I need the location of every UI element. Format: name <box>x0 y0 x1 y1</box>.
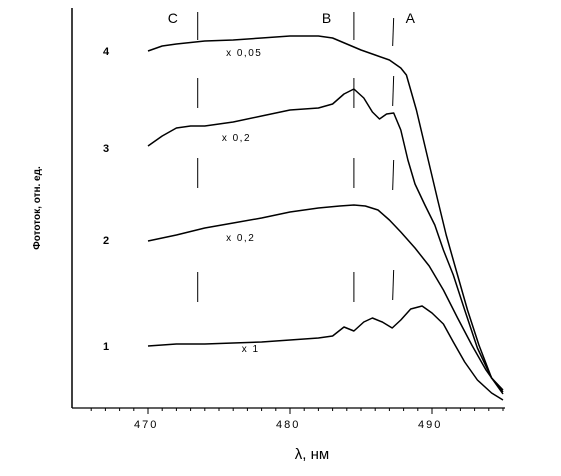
curve-number-4: 4 <box>103 46 110 58</box>
marker-line-A <box>392 159 395 191</box>
x-tick-label: 490 <box>418 419 442 431</box>
marker-label-C: C <box>168 10 178 26</box>
x-tick-label: 470 <box>134 419 158 431</box>
axes <box>71 8 505 414</box>
y-axis-title: Фототок, отн. ед. <box>32 166 43 250</box>
x-tick-label: 480 <box>276 419 300 431</box>
curve-number-1: 1 <box>103 341 109 353</box>
scale-label-3: x 0,2 <box>222 133 251 144</box>
curves <box>147 35 504 401</box>
labels: 470 480 490 λ, нм Фототок, отн. ед. C B A 1 x 1 2 x… <box>32 10 442 463</box>
curve-3 <box>147 88 504 391</box>
curve-4 <box>147 35 504 393</box>
scale-label-4: x 0,05 <box>226 48 262 59</box>
marker-label-A: A <box>406 10 416 26</box>
marker-line-A <box>392 17 395 47</box>
curve-number-2: 2 <box>103 235 109 247</box>
marker-line-A <box>392 269 395 301</box>
scale-label-2: x 0,2 <box>226 233 255 244</box>
curve-2 <box>147 204 504 395</box>
marker-line-A <box>392 75 395 107</box>
x-axis-title: λ, нм <box>295 446 329 463</box>
curve-1 <box>147 305 504 401</box>
curve-number-3: 3 <box>103 143 109 155</box>
marker-lines <box>197 12 395 302</box>
marker-label-B: B <box>322 10 331 26</box>
scale-label-1: x 1 <box>242 344 260 355</box>
